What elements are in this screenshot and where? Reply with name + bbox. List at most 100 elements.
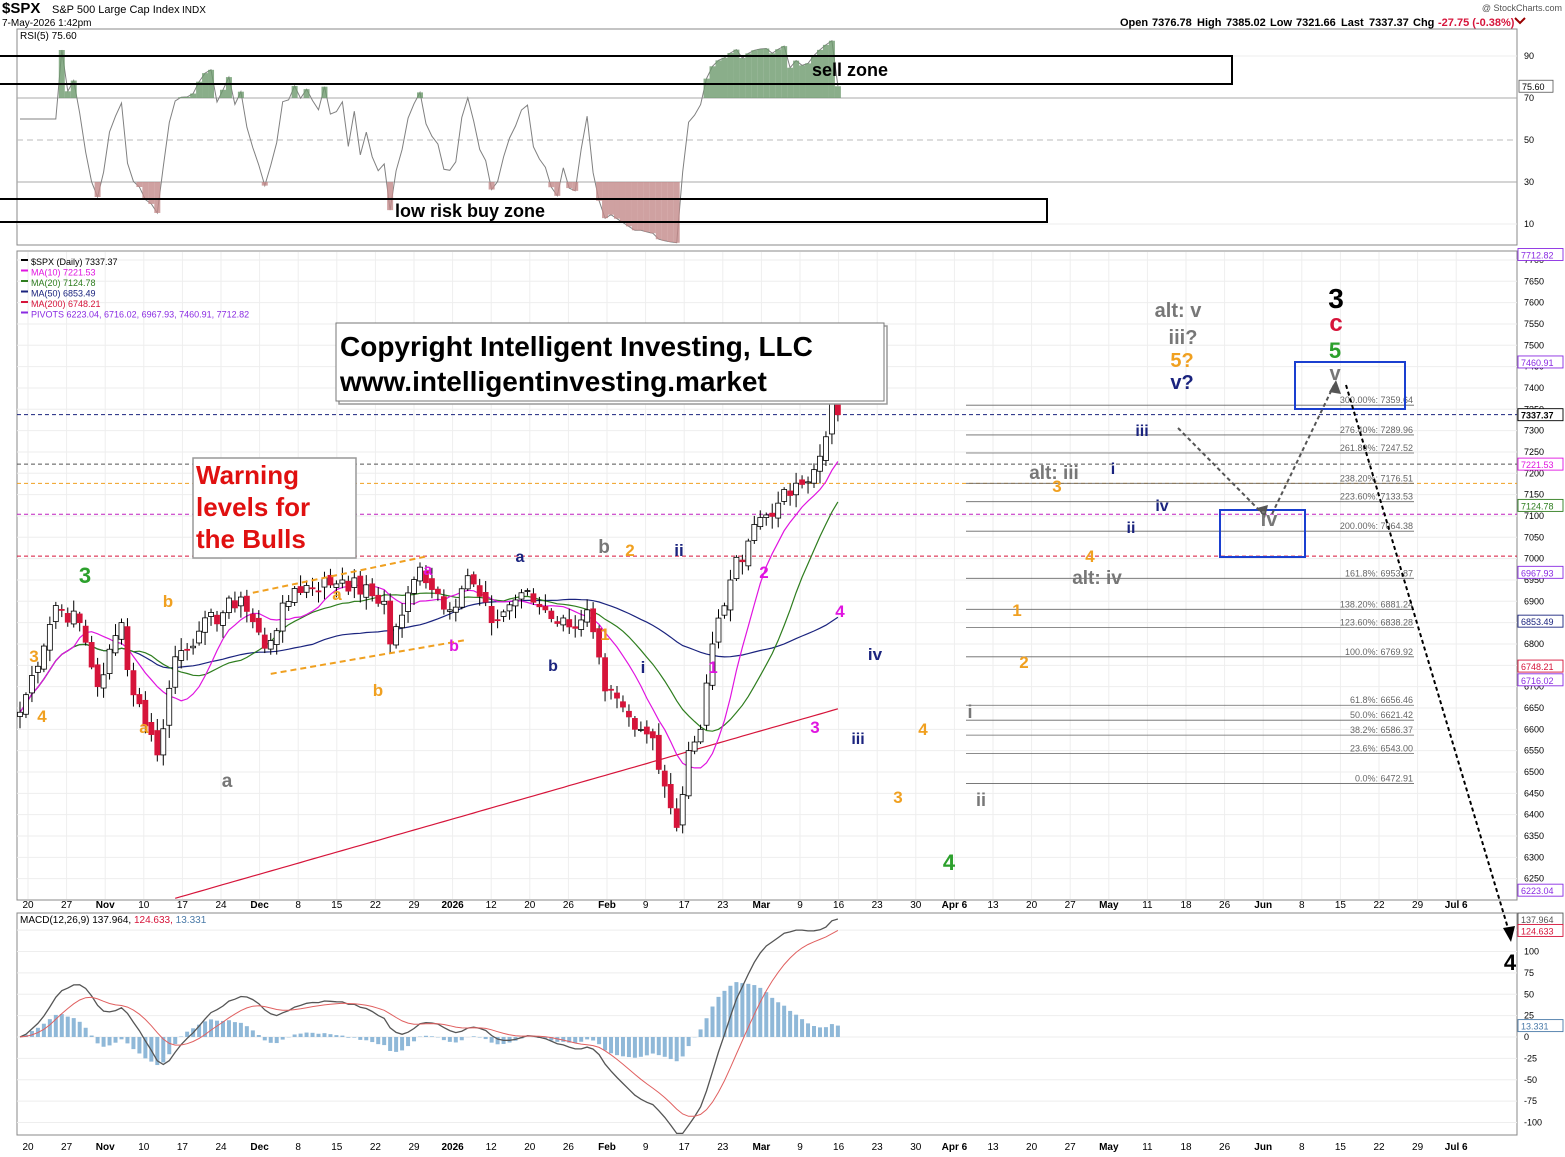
rsi-axis-tick: 10 bbox=[1524, 219, 1534, 229]
macd-histogram-bar bbox=[209, 1019, 214, 1037]
x-axis-tick: Jul 6 bbox=[1445, 900, 1468, 911]
price-axis-badge bbox=[1517, 408, 1564, 422]
macd-histogram-bar bbox=[674, 1037, 679, 1062]
macd-histogram-bar bbox=[585, 1037, 590, 1040]
macd-axis-tick: 0 bbox=[1524, 1032, 1529, 1042]
candle-body bbox=[160, 728, 167, 756]
price-axis-tick: 6800 bbox=[1524, 639, 1544, 649]
candle-body bbox=[739, 559, 746, 563]
candle-body bbox=[727, 579, 734, 611]
candle-body bbox=[333, 583, 340, 588]
candle-body bbox=[226, 597, 232, 614]
macd-histogram-bar bbox=[794, 1014, 799, 1037]
macd-histogram-bar bbox=[453, 1037, 458, 1043]
macd-histogram-bar bbox=[543, 1037, 548, 1039]
candle-body bbox=[769, 512, 776, 517]
candle-body bbox=[255, 617, 262, 633]
symbol-title[interactable]: $SPX bbox=[2, 0, 40, 17]
collapse-chevron-icon[interactable] bbox=[1514, 17, 1526, 25]
x-axis-tick: Feb bbox=[598, 900, 616, 911]
candle-body bbox=[643, 726, 650, 735]
price-axis-badge bbox=[1517, 883, 1564, 897]
candle-body bbox=[393, 626, 400, 646]
macd-histogram-bar bbox=[752, 985, 757, 1037]
macd-histogram-bar bbox=[322, 1033, 327, 1037]
x-axis-tick: 20 bbox=[1026, 900, 1038, 911]
wave-label: 3 bbox=[1052, 477, 1061, 496]
x-axis-tick: 20 bbox=[22, 900, 34, 911]
macd-histogram-bar bbox=[406, 1037, 411, 1047]
candle-body bbox=[715, 617, 722, 643]
fib-level-label: 161.8%: 6953.87 bbox=[1345, 568, 1413, 578]
macd-histogram-bar bbox=[656, 1037, 661, 1056]
macd-histogram-bar bbox=[591, 1037, 596, 1041]
x-axis-tick: 10 bbox=[138, 900, 150, 911]
macd-histogram-bar bbox=[812, 1026, 817, 1037]
wave-label: b bbox=[548, 658, 558, 675]
macd-line bbox=[19, 918, 839, 1135]
macd-histogram-bar bbox=[23, 1034, 28, 1037]
candle-body bbox=[387, 600, 394, 645]
legend-entry: MA(20) 7124.78 bbox=[31, 278, 96, 288]
macd-histogram-bar bbox=[107, 1037, 112, 1046]
price-axis-badge bbox=[1517, 498, 1564, 512]
wave-label: 4 bbox=[943, 850, 956, 875]
x-axis-tick: 15 bbox=[331, 900, 343, 911]
macd-histogram-bar bbox=[394, 1037, 399, 1052]
x-axis-tick: 17 bbox=[177, 1142, 189, 1153]
candle-body bbox=[530, 593, 537, 603]
macd-histogram-bar bbox=[710, 1006, 715, 1037]
wave-label: 4 bbox=[835, 602, 845, 621]
x-axis-tick: 22 bbox=[370, 1142, 382, 1153]
x-axis-tick: 15 bbox=[1335, 900, 1347, 911]
x-axis-tick: 13 bbox=[987, 900, 999, 911]
macd-histogram-bar bbox=[220, 1020, 225, 1037]
macd-histogram-bar bbox=[340, 1035, 345, 1037]
price-axis-tick: 7050 bbox=[1524, 532, 1544, 542]
macd-histogram-bar bbox=[817, 1027, 822, 1037]
wave-label: c bbox=[1329, 310, 1342, 337]
macd-histogram-bar bbox=[346, 1037, 351, 1038]
candle-body bbox=[745, 540, 752, 567]
macd-legend: MACD(12,26,9) 137.964, 124.633, 13.331 bbox=[20, 915, 207, 926]
macd-histogram-bar bbox=[370, 1037, 375, 1043]
candle-body bbox=[775, 502, 782, 519]
macd-histogram-bar bbox=[143, 1037, 148, 1059]
arrowhead-icon bbox=[1329, 380, 1341, 394]
macd-histogram-bar bbox=[310, 1032, 315, 1037]
wave-label: i bbox=[967, 702, 972, 722]
candle-body bbox=[357, 575, 364, 595]
candle-body bbox=[703, 682, 710, 726]
price-panel: 300.00%: 7359.64 276.40%: 7289.96 261.80%:… bbox=[17, 361, 1517, 942]
macd-histogram-bar bbox=[119, 1037, 124, 1040]
x-axis-tick: Mar bbox=[753, 1142, 771, 1153]
x-axis-tick: 15 bbox=[1335, 1142, 1347, 1153]
ohlc-readout: Open 7376.78 High 7385.02 Low 7321.66 La… bbox=[1120, 17, 1515, 29]
price-axis-tick: 6350 bbox=[1524, 831, 1544, 841]
macd-histogram-bar bbox=[764, 992, 769, 1037]
x-axis-tick: Apr 6 bbox=[942, 900, 968, 911]
wave-label: 3 bbox=[893, 788, 902, 807]
x-axis-tick: 22 bbox=[1373, 1142, 1385, 1153]
candle-body bbox=[781, 489, 788, 502]
macd-histogram-bar bbox=[364, 1037, 369, 1041]
price-axis-tick: 6300 bbox=[1524, 852, 1544, 862]
wave-label: 4 bbox=[37, 707, 47, 726]
candle-body bbox=[243, 595, 250, 612]
candle-body bbox=[655, 734, 662, 770]
candle-body bbox=[482, 592, 489, 603]
candle-body bbox=[560, 617, 567, 626]
candle-body bbox=[100, 674, 107, 689]
price-panel-frame bbox=[16, 250, 1518, 901]
macd-histogram-bar bbox=[59, 1014, 64, 1037]
high-value: 7385.02 bbox=[1226, 17, 1266, 29]
macd-histogram-bar bbox=[477, 1037, 482, 1038]
fib-level-label: 100.0%: 6769.92 bbox=[1345, 647, 1413, 657]
x-axis-tick: 20 bbox=[524, 1142, 536, 1153]
x-axis-tick: 26 bbox=[1219, 900, 1231, 911]
macd-panel bbox=[19, 918, 840, 1135]
x-axis-tick: 8 bbox=[295, 900, 301, 911]
macd-axis-badge-text: 137.964 bbox=[1521, 915, 1554, 925]
fib-level-label: 50.0%: 6621.42 bbox=[1350, 710, 1413, 720]
axes: 907050301075.607700765076007550750074507… bbox=[22, 51, 1564, 1153]
